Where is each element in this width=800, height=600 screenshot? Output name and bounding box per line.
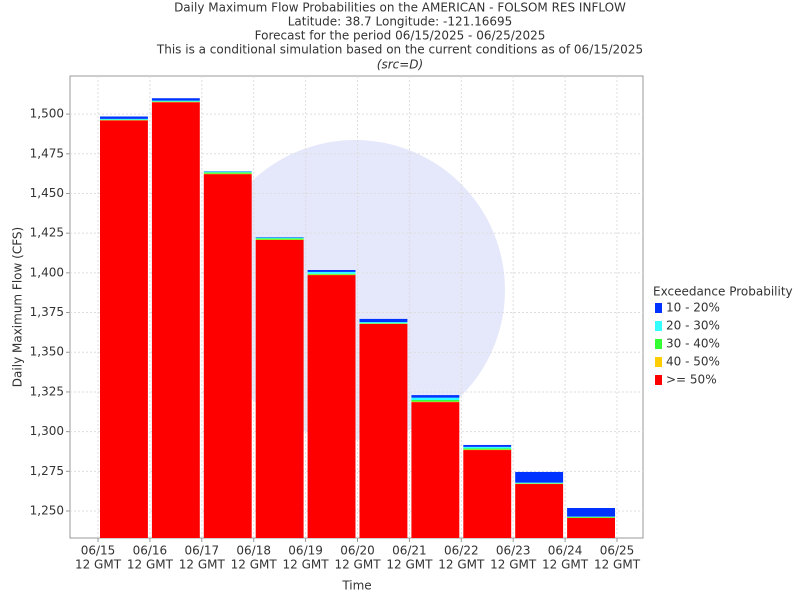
x-tick-label: 06/24 [548,544,583,558]
legend-swatch [655,357,662,367]
x-tick-label: 12 GMT [438,558,485,572]
bar-segment [307,271,356,274]
x-tick-label: 06/16 [133,544,168,558]
bar-segment [359,322,408,324]
bar-segment [463,444,512,447]
x-tick-label: 12 GMT [334,558,381,572]
bar-segment [255,237,304,239]
y-tick-label: 1,400 [30,265,64,279]
legend-swatch [655,375,662,385]
bar-segment [203,171,252,173]
legend-label: 20 - 30% [666,319,720,333]
y-tick-label: 1,275 [30,464,64,478]
bar-segment [255,240,304,538]
x-tick-label: 12 GMT [283,558,330,572]
bar-segment [151,98,200,101]
x-tick-label: 12 GMT [542,558,589,572]
bar-segment [463,446,512,449]
bar-segment [359,323,408,538]
bar-segment [307,270,356,272]
bar-segment [100,120,148,538]
x-axis-label: Time [341,579,371,593]
bar-segment [567,516,615,518]
subtitle: This is a conditional simulation based o… [156,43,643,57]
chart-title: Daily Maximum Flow Probabilities on the … [174,1,626,15]
x-tick-label: 06/20 [340,544,375,558]
bar-segment [151,102,200,539]
x-tick-label: 12 GMT [127,558,174,572]
y-tick-label: 1,500 [30,107,64,121]
y-tick-label: 1,450 [30,186,64,200]
bar-segment [151,100,200,102]
x-tick-label: 12 GMT [386,558,433,572]
y-tick-label: 1,350 [30,345,64,359]
x-tick-label: 12 GMT [75,558,122,572]
y-tick-label: 1,300 [30,424,64,438]
y-axis-label: Daily Maximum Flow (CFS) [11,227,25,387]
bar-segment [515,484,564,538]
x-tick-label: 06/22 [444,544,479,558]
bar-segment [567,517,615,538]
legend-label: 10 - 20% [666,301,720,315]
bar-segment [307,275,356,538]
bar-segment [100,118,148,120]
bar-segment [515,482,564,484]
y-tick-label: 1,325 [30,384,64,398]
source: (src=D) [377,58,423,72]
bar-segment [255,238,304,240]
y-tick-label: 1,475 [30,146,64,160]
bar-segment [203,174,252,538]
legend-label: >= 50% [666,373,717,387]
subtitle: Latitude: 38.7 Longitude: -121.16695 [288,15,513,29]
x-tick-label: 12 GMT [490,558,537,572]
bar-segment [411,395,460,398]
x-tick-label: 06/15 [81,544,116,558]
legend-swatch [655,321,662,331]
bar-segment [203,172,252,174]
x-tick-label: 12 GMT [179,558,226,572]
bar-segment [411,402,460,538]
legend-label: 30 - 40% [666,337,720,351]
bar-segment [567,507,615,517]
y-tick-label: 1,375 [30,305,64,319]
x-tick-label: 06/18 [236,544,271,558]
x-tick-label: 06/17 [185,544,220,558]
legend-swatch [655,303,662,313]
x-tick-label: 06/23 [496,544,531,558]
bar-segment [515,471,564,483]
bar-segment [307,273,356,275]
legend-title: Exceedance Probability [653,285,793,299]
bar-segment [463,450,512,538]
bar-segment [411,400,460,402]
legend-swatch [655,339,662,349]
subtitle: Forecast for the period 06/15/2025 - 06/… [255,29,546,43]
bar-segment [463,448,512,450]
x-tick-label: 06/21 [392,544,427,558]
y-tick-label: 1,425 [30,226,64,240]
x-tick-label: 06/19 [288,544,323,558]
bar-segment [411,397,460,401]
x-tick-label: 12 GMT [594,558,641,572]
x-tick-label: 06/25 [600,544,635,558]
x-tick-label: 12 GMT [231,558,278,572]
bar-segment [359,318,408,323]
y-tick-label: 1,250 [30,504,64,518]
legend-label: 40 - 50% [666,355,720,369]
bar-segment [100,116,148,119]
